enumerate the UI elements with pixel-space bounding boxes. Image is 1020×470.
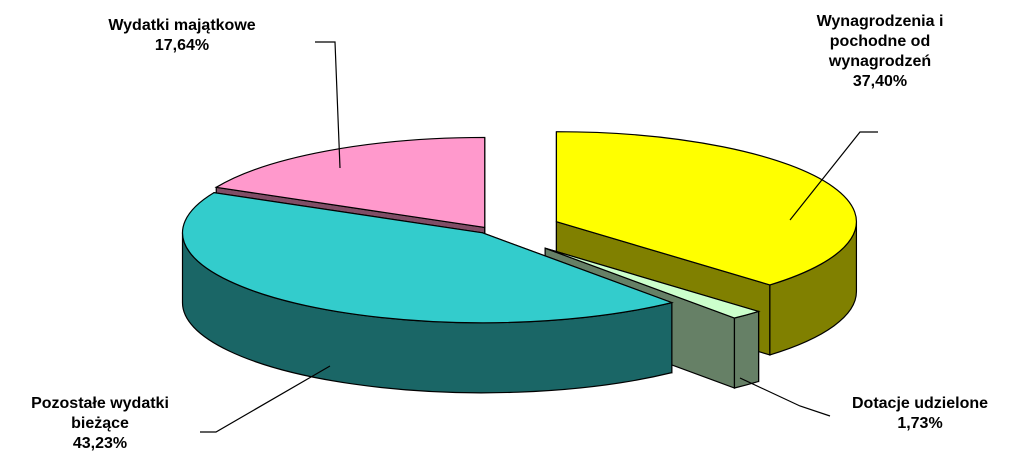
slice-0-top: [555, 131, 858, 286]
leader-line-1: [739, 377, 831, 417]
leader-line-3: [315, 41, 341, 169]
label-0-value: 37,40%: [853, 73, 907, 90]
label-1-line-0: Dotacje udzielone: [852, 395, 988, 412]
slice-1-top: [544, 247, 761, 319]
leader-line-0: [789, 131, 878, 221]
slice-labels: Wynagrodzenia i pochodne od wynagrodzeń 37,…: [31, 13, 988, 452]
label-2-value: 43,23%: [73, 435, 127, 452]
label-2-line-0: Pozostałe wydatki: [31, 395, 169, 412]
pie-slices: [181, 131, 858, 394]
label-3-value: 17,64%: [155, 37, 209, 54]
label-3: Wydatki majątkowe 17,64%: [108, 17, 255, 54]
label-0: Wynagrodzenia i pochodne od wynagrodzeń 37,…: [817, 13, 944, 90]
label-0-line-2: wynagrodzeń: [828, 53, 931, 70]
slice-3-top: [214, 136, 486, 229]
label-0-line-0: Wynagrodzenia i: [817, 13, 944, 30]
label-1-value: 1,73%: [897, 415, 942, 432]
label-2: Pozostałe wydatki bieżące 43,23%: [31, 395, 169, 452]
slice-2: [181, 191, 674, 394]
label-3-line-0: Wydatki majątkowe: [108, 17, 255, 34]
label-0-line-1: pochodne od: [830, 33, 930, 50]
slice-1-side: [733, 310, 760, 389]
label-2-line-1: bieżące: [71, 415, 129, 432]
label-1: Dotacje udzielone 1,73%: [852, 395, 988, 432]
slice-2-top: [181, 192, 674, 324]
leader-line-2: [200, 365, 331, 433]
leader-lines: [200, 41, 878, 433]
